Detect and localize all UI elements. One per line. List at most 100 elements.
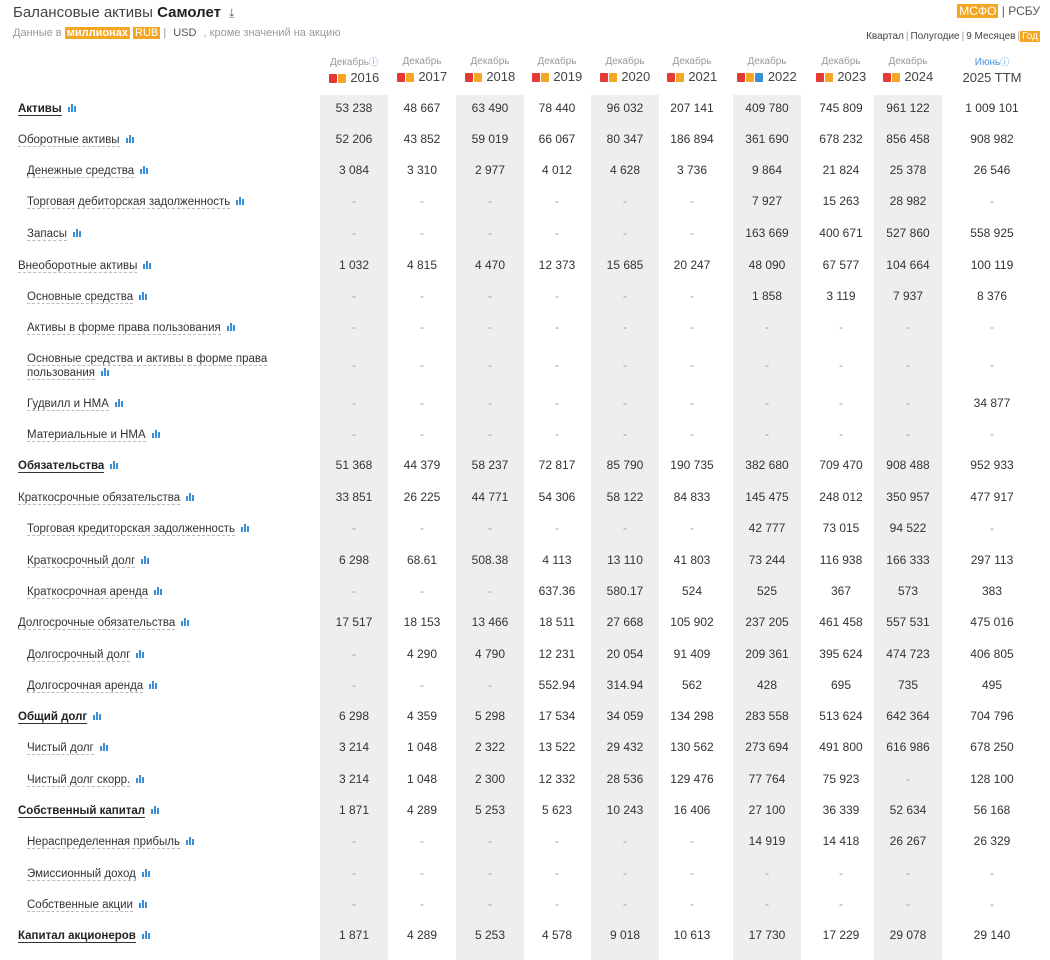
bar-chart-icon[interactable] <box>99 743 109 751</box>
row-label[interactable]: Основные средства <box>27 290 148 304</box>
report-icon[interactable] <box>891 73 900 82</box>
bar-chart-icon[interactable] <box>136 650 145 658</box>
row-label[interactable]: Чистый долг <box>27 741 109 755</box>
bar-chart-icon[interactable] <box>125 135 135 143</box>
bar-chart-icon[interactable] <box>181 618 190 626</box>
bar-chart-icon[interactable] <box>67 104 77 112</box>
report-icon[interactable] <box>675 73 684 82</box>
bar-chart-icon[interactable] <box>101 368 110 376</box>
row-label[interactable]: Запасы <box>27 227 82 241</box>
bar-chart-icon[interactable] <box>186 493 195 501</box>
period-half-year[interactable]: Полугодие <box>910 31 960 42</box>
bar-chart-icon[interactable] <box>141 931 151 939</box>
pdf-report-icon[interactable] <box>882 73 891 82</box>
bar-chart-icon[interactable] <box>226 323 236 331</box>
row-label[interactable]: Краткосрочная аренда <box>27 585 163 599</box>
bar-chart-icon[interactable] <box>185 837 195 845</box>
table-cell: 350 957 <box>886 490 930 504</box>
row-label[interactable]: Активы в форме права пользования <box>27 321 236 335</box>
row-label[interactable]: Капитал акционеров <box>18 929 151 943</box>
column-header[interactable]: Декабрь 2019 <box>517 56 597 86</box>
row-label[interactable]: Общий долг <box>18 710 102 724</box>
report-icon[interactable] <box>540 73 549 82</box>
units-selector[interactable]: миллионах <box>64 27 130 39</box>
bar-chart-icon[interactable] <box>72 229 82 237</box>
row-label[interactable]: Собственный капитал <box>18 804 160 818</box>
column-header[interactable]: Декабрь 2023 <box>801 56 881 86</box>
column-header[interactable]: Декабрь 2017 <box>382 56 462 86</box>
info-icon[interactable]: ⓘ <box>1000 57 1010 67</box>
pdf-report-icon[interactable] <box>737 73 746 82</box>
bar-chart-icon[interactable] <box>136 775 145 783</box>
row-label[interactable]: Оборотные активы <box>18 133 135 147</box>
pdf-report-icon[interactable] <box>815 73 824 82</box>
row-label[interactable]: Активы <box>18 102 77 116</box>
bar-chart-icon[interactable] <box>140 166 149 174</box>
row-label[interactable]: Гудвилл и НМА <box>27 397 124 411</box>
bar-chart-icon[interactable] <box>114 399 124 407</box>
row-label[interactable]: Денежные средства <box>27 164 149 178</box>
report-icon[interactable] <box>405 73 414 82</box>
row-label[interactable]: Долгосрочная аренда <box>27 679 158 693</box>
table-cell: 17 730 <box>748 928 786 942</box>
bar-chart-icon[interactable] <box>110 461 119 469</box>
table-cell: 8 376 <box>976 289 1008 303</box>
row-label-text: Нераспределенная прибыль <box>27 836 180 849</box>
row-label[interactable]: Основные средства и активы в форме права… <box>27 352 268 380</box>
bar-chart-icon[interactable] <box>139 292 148 300</box>
pdf-report-icon[interactable] <box>666 73 675 82</box>
column-header[interactable]: Декабрьⓘ 2016 <box>314 56 394 87</box>
report-icon[interactable] <box>824 73 833 82</box>
row-label[interactable]: Торговая дебиторская задолженность <box>27 195 245 209</box>
pdf-report-icon[interactable] <box>328 74 337 83</box>
bar-chart-icon[interactable] <box>149 681 158 689</box>
row-label[interactable]: Краткосрочные обязательства <box>18 491 195 505</box>
bar-chart-icon[interactable] <box>138 900 148 908</box>
row-label[interactable]: Долгосрочные обязательства <box>18 616 190 630</box>
period-quarter[interactable]: Квартал <box>866 31 904 42</box>
info-icon[interactable]: ⓘ <box>368 57 378 67</box>
currency-rub[interactable]: RUB <box>133 27 161 39</box>
column-header[interactable]: Декабрь 2020 <box>585 56 665 86</box>
row-label[interactable]: Долгосрочный долг <box>27 648 145 662</box>
bar-chart-icon[interactable] <box>236 197 245 205</box>
bar-chart-icon[interactable] <box>93 712 102 720</box>
excel-report-icon[interactable] <box>755 73 764 82</box>
column-header[interactable]: Июньⓘ 2025 TTM <box>952 56 1032 87</box>
column-header[interactable]: Декабрь 2018 <box>450 56 530 86</box>
pdf-report-icon[interactable] <box>396 73 405 82</box>
pdf-report-icon[interactable] <box>531 73 540 82</box>
row-label[interactable]: Собственные акции <box>27 898 148 912</box>
row-label[interactable]: Чистый долг скорр. <box>27 773 145 787</box>
bar-chart-icon[interactable] <box>240 524 250 532</box>
bar-chart-icon[interactable] <box>141 869 151 877</box>
row-label[interactable]: Краткосрочный долг <box>27 554 150 568</box>
column-header[interactable]: Декабрь 2024 <box>868 56 948 86</box>
pdf-report-icon[interactable] <box>599 73 608 82</box>
report-icon[interactable] <box>746 73 755 82</box>
download-icon[interactable]: ⤓ <box>229 6 235 20</box>
row-label[interactable]: Торговая кредиторская задолженность <box>27 522 250 536</box>
report-icon[interactable] <box>473 73 482 82</box>
row-label[interactable]: Нераспределенная прибыль <box>27 835 195 849</box>
row-label[interactable]: Обязательства <box>18 459 119 473</box>
report-icon[interactable] <box>608 73 617 82</box>
report-icon[interactable] <box>337 74 346 83</box>
row-label[interactable]: Эмиссионный доход <box>27 867 151 881</box>
standard-ifrs[interactable]: МСФО <box>957 4 999 18</box>
row-label[interactable]: Материальные и НМА <box>27 428 161 442</box>
table-cell: - <box>352 584 356 598</box>
bar-chart-icon[interactable] <box>141 556 150 564</box>
bar-chart-icon[interactable] <box>143 261 152 269</box>
standard-ras[interactable]: РСБУ <box>1008 4 1040 18</box>
period-9-months[interactable]: 9 Месяцев <box>966 31 1016 42</box>
currency-usd[interactable]: USD <box>173 27 197 39</box>
period-year[interactable]: Год <box>1020 31 1040 42</box>
column-header[interactable]: Декабрь 2022 <box>727 56 807 86</box>
bar-chart-icon[interactable] <box>154 587 163 595</box>
row-label[interactable]: Внеоборотные активы <box>18 259 152 273</box>
pdf-report-icon[interactable] <box>464 73 473 82</box>
column-header[interactable]: Декабрь 2021 <box>652 56 732 86</box>
bar-chart-icon[interactable] <box>151 430 161 438</box>
bar-chart-icon[interactable] <box>151 806 160 814</box>
